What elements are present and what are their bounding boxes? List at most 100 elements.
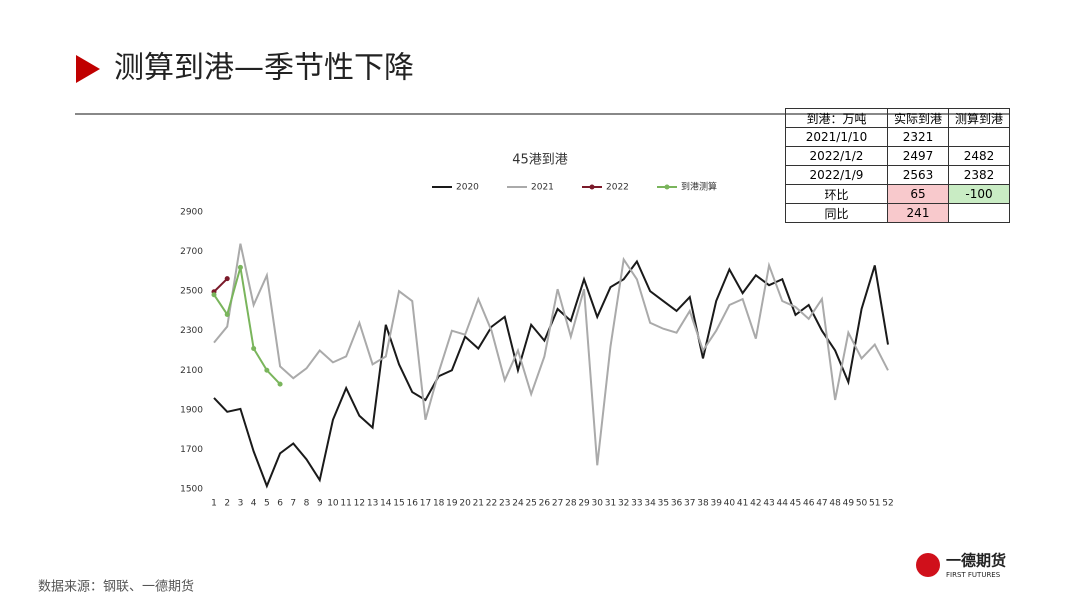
x-tick-label: 12: [354, 499, 365, 509]
x-tick-label: 46: [803, 499, 815, 509]
source: 数据来源：钢联、一德期货: [38, 579, 194, 595]
x-tick-label: 10: [327, 499, 339, 509]
x-tick-label: 14: [380, 499, 392, 509]
table-row: 到港：万吨 实际到港 测算到港: [785, 108, 1010, 128]
x-tick-label: 48: [829, 499, 841, 509]
x-tick-label: 28: [565, 499, 577, 509]
series-line: [213, 267, 281, 385]
x-tick-label: 9: [317, 499, 323, 509]
table-cell: 2497: [887, 146, 949, 166]
x-tick-label: 23: [499, 499, 510, 509]
x-tick-label: 42: [750, 499, 761, 509]
x-tick-label: 29: [578, 499, 590, 509]
x-tick-label: 11: [340, 499, 351, 509]
x-tick-label: 51: [869, 499, 880, 509]
table-cell: 到港：万吨: [785, 108, 888, 128]
table-cell: [948, 127, 1010, 147]
x-tick-label: 20: [459, 499, 471, 509]
x-tick-label: 32: [618, 499, 629, 509]
table-row: 同比 241: [785, 203, 1010, 223]
x-tick-label: 26: [539, 499, 551, 509]
x-tick-label: 44: [777, 499, 789, 509]
table-cell: 2022/1/2: [785, 146, 888, 166]
x-tick-label: 34: [644, 499, 656, 509]
marker: [211, 292, 217, 298]
y-tick-label: 2100: [180, 366, 203, 376]
logo-en: FIRST FUTURES: [946, 571, 1001, 579]
table-cell: 241: [887, 203, 949, 223]
series-line: [213, 259, 889, 489]
table-cell: 2563: [887, 165, 949, 185]
table-cell: -100: [948, 184, 1010, 204]
x-tick-label: 37: [684, 499, 695, 509]
x-tick-label: 15: [393, 499, 404, 509]
y-tick-label: 2900: [180, 208, 203, 218]
x-tick-label: 17: [420, 499, 431, 509]
series-line: [213, 277, 228, 293]
x-tick-label: 16: [407, 499, 419, 509]
y-tick-label: 1700: [180, 445, 203, 455]
series-line: [213, 243, 889, 466]
y-tick-label: 2500: [180, 287, 203, 297]
x-tick-label: 13: [367, 499, 378, 509]
y-tick-label: 2300: [180, 326, 203, 336]
logo-icon: [916, 553, 940, 577]
x-tick-label: 24: [512, 499, 524, 509]
x-tick-label: 39: [710, 499, 722, 509]
x-tick-label: 5: [264, 499, 270, 509]
table-cell: 2482: [948, 146, 1010, 166]
legend-label: 到港测算: [681, 181, 717, 193]
x-tick-label: 38: [697, 499, 709, 509]
legend-label: 2022: [606, 183, 629, 193]
table-row: 2021/1/10 2321: [785, 127, 1010, 147]
y-tick-label: 2700: [180, 247, 203, 257]
x-tick-label: 40: [724, 499, 736, 509]
x-tick-label: 30: [592, 499, 604, 509]
marker: [264, 367, 270, 373]
table: 到港：万吨 实际到港 测算到港 2021/1/10 2321 2022/1/2 2497 24…: [785, 108, 1010, 223]
x-tick-label: 50: [856, 499, 868, 509]
x-tick-label: 7: [290, 499, 296, 509]
table-cell: 环比: [785, 184, 888, 204]
marker: [224, 311, 230, 317]
table-cell: 实际到港: [887, 108, 949, 128]
x-tick-label: 19: [446, 499, 458, 509]
table-row: 环比 65 -100: [785, 184, 1010, 204]
table-row: 2022/1/2 2497 2482: [785, 146, 1010, 166]
legend-marker: [589, 184, 595, 190]
table-cell: 测算到港: [948, 108, 1010, 128]
marker: [224, 276, 230, 282]
table-cell: 2021/1/10: [785, 127, 888, 147]
table-cell: 2321: [887, 127, 949, 147]
marker: [237, 264, 243, 270]
x-tick-label: 25: [525, 499, 536, 509]
table-cell: [948, 203, 1010, 223]
x-tick-label: 4: [251, 499, 257, 509]
x-tick-label: 22: [486, 499, 497, 509]
x-tick-label: 18: [433, 499, 445, 509]
x-tick-label: 3: [238, 499, 244, 509]
legend-label: 2020: [456, 183, 479, 193]
legend-label: 2021: [531, 183, 554, 193]
slide-title: 测算到港—季节性下降: [114, 51, 414, 86]
title-icon: [76, 55, 100, 83]
table-cell: 65: [887, 184, 949, 204]
table-row: 2022/1/9 2563 2382: [785, 165, 1010, 185]
x-tick-label: 43: [763, 499, 774, 509]
x-tick-label: 2: [224, 499, 230, 509]
x-tick-label: 33: [631, 499, 642, 509]
y-tick-label: 1900: [180, 405, 203, 415]
x-tick-label: 49: [843, 499, 855, 509]
marker: [251, 346, 257, 352]
x-tick-label: 52: [882, 499, 893, 509]
table-cell: 2022/1/9: [785, 165, 888, 185]
x-tick-label: 47: [816, 499, 827, 509]
table-cell: 同比: [785, 203, 888, 223]
x-tick-label: 36: [671, 499, 683, 509]
marker: [277, 381, 283, 387]
x-tick-label: 1: [211, 499, 217, 509]
logo-text: 一德期货: [946, 552, 1006, 570]
legend-marker: [664, 184, 670, 190]
